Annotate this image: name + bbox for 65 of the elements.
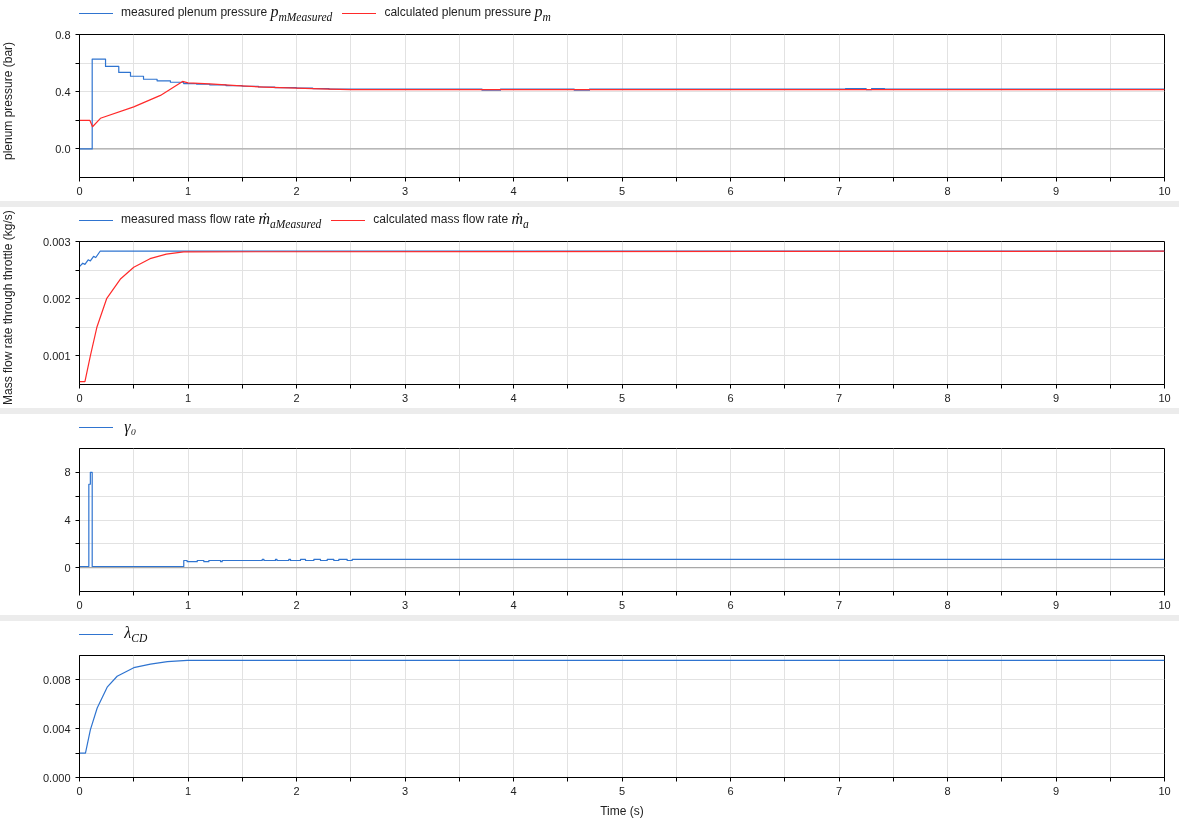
y-tick-label: 0.001: [42, 349, 71, 362]
x-tick-label: 10: [1158, 598, 1171, 611]
legend-label: λ$_{CD}$: [124, 622, 148, 646]
y-tick-label: 8: [64, 466, 71, 479]
x-tick-label: 7: [835, 184, 843, 197]
x-tick-label: 0: [76, 391, 83, 404]
y-tick-label: 0.003: [42, 235, 71, 248]
x-tick-label: 0: [76, 784, 83, 797]
x-tick-label: 6: [727, 184, 734, 197]
x-tick-label: 0: [76, 598, 83, 611]
x-tick-label: 8: [944, 391, 951, 404]
x-tick-label: 1: [184, 784, 192, 797]
x-tick-label: 9: [1052, 598, 1060, 611]
x-tick-label: 9: [1052, 184, 1060, 197]
x-tick-label: 2: [293, 391, 300, 404]
x-tick-label: 3: [401, 391, 409, 404]
x-tick-label: 9: [1052, 784, 1060, 797]
y-axis-title: Mass flow rate through throttle (kg/s): [0, 209, 17, 407]
x-tick-label: 8: [944, 184, 951, 197]
x-tick-label: 7: [835, 598, 843, 611]
y-tick-label: 0.008: [42, 673, 71, 686]
x-tick-label: 7: [835, 784, 843, 797]
y-axis-title: plenum pressure (bar): [0, 40, 17, 162]
x-tick-label: 4: [510, 391, 517, 404]
x-tick-label: 6: [727, 598, 734, 611]
y-tick-label: 0.002: [42, 292, 71, 305]
legend-label: γ₀: [124, 416, 137, 438]
x-tick-label: 4: [510, 184, 517, 197]
x-tick-label: 4: [510, 784, 517, 797]
x-tick-label: 9: [1052, 391, 1060, 404]
x-tick-label: 5: [618, 598, 626, 611]
x-tick-label: 6: [727, 391, 734, 404]
x-tick-label: 3: [401, 784, 409, 797]
y-tick-label: 0.000: [42, 771, 71, 784]
x-tick-label: 5: [618, 784, 626, 797]
x-tick-label: 10: [1158, 184, 1171, 197]
x-tick-label: 8: [944, 598, 951, 611]
x-tick-label: 2: [293, 784, 300, 797]
x-tick-label: 0: [76, 184, 83, 197]
legend-label: calculated mass flow rate ṁ$_{a}$: [373, 208, 529, 232]
x-tick-label: 10: [1158, 391, 1171, 404]
y-tick-label: 0.0: [55, 142, 71, 155]
y-tick-label: 0.4: [55, 85, 71, 98]
y-tick-label: 0.8: [55, 28, 71, 41]
x-axis-title: Time (s): [600, 803, 644, 818]
x-tick-label: 1: [184, 391, 192, 404]
legend-label: measured plenum pressure p$_{mMeasured}$: [121, 1, 333, 25]
x-tick-label: 1: [184, 184, 192, 197]
legend-label: calculated plenum pressure p$_{m}$: [384, 1, 551, 25]
x-tick-label: 3: [401, 598, 409, 611]
x-tick-label: 5: [618, 391, 626, 404]
x-tick-label: 10: [1158, 784, 1171, 797]
x-tick-label: 3: [401, 184, 409, 197]
x-tick-label: 2: [293, 598, 300, 611]
y-tick-label: 4: [64, 514, 71, 526]
x-tick-label: 5: [618, 184, 626, 197]
x-tick-label: 7: [835, 391, 843, 404]
y-tick-label: 0: [64, 561, 71, 574]
y-tick-label: 0.004: [42, 722, 71, 735]
x-tick-label: 1: [184, 598, 192, 611]
x-tick-label: 6: [727, 784, 734, 797]
x-tick-label: 4: [510, 598, 517, 611]
legend-label: measured mass flow rate ṁ$_{aMeasured}$: [121, 208, 322, 232]
x-tick-label: 8: [944, 784, 951, 797]
x-tick-label: 2: [293, 184, 300, 197]
